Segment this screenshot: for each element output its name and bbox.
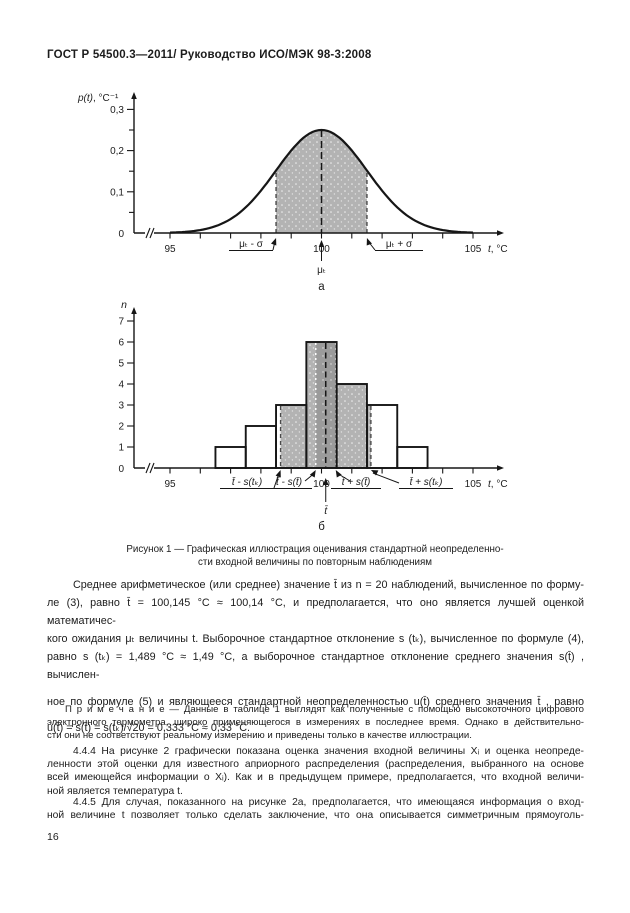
- figure-caption: Рисунок 1 — Графическая иллюстрация оцен…: [95, 543, 535, 569]
- svg-text:μₜ - σ: μₜ - σ: [239, 239, 264, 250]
- svg-text:t, °С: t, °С: [488, 244, 508, 255]
- svg-text:100: 100: [313, 479, 330, 490]
- paragraph-4-4-4: 4.4.4 На рисунке 2 графически показана о…: [47, 745, 584, 798]
- shaded-light-area: [336, 384, 367, 468]
- paragraph-note: П р и м е ч а н и е — Данные в таблице 1…: [47, 703, 584, 742]
- text-line: сти входной величины по повторным наблюд…: [197, 557, 433, 568]
- svg-text:3: 3: [118, 401, 124, 412]
- svg-text:t̄ - s(t̄): t̄ - s(t̄): [276, 476, 302, 488]
- svg-text:t, °С: t, °С: [488, 479, 508, 490]
- gaussian-curve: [169, 128, 474, 234]
- text-line: равно s (tₖ) = 1,489 °С ≈ 1,49 °С, а выб…: [47, 651, 584, 681]
- svg-text:2: 2: [118, 422, 124, 433]
- shaded-light-area: [280, 405, 307, 468]
- text-line: ной величине t позволяет только сделать …: [47, 810, 584, 822]
- shaded-light-area: [366, 405, 371, 468]
- svg-text:t̄ + s(tₖ): t̄ + s(tₖ): [410, 476, 443, 488]
- svg-text:а: а: [318, 281, 325, 293]
- svg-text:t̄ - s(tₖ): t̄ - s(tₖ): [232, 476, 262, 488]
- svg-text:0,1: 0,1: [110, 187, 124, 198]
- svg-text:95: 95: [164, 244, 176, 255]
- page-header-title: ГОСТ Р 54500.3—2011/ Руководство ИСО/МЭК…: [47, 49, 372, 61]
- histogram-bar: [397, 447, 428, 468]
- histogram-bar: [366, 405, 398, 468]
- svg-text:105: 105: [465, 244, 482, 255]
- page-number: 16: [47, 831, 59, 843]
- histogram-chart: 1 2 3 4 5 6 7 95 100 105 0 n t, °С t̄ - s(tₖ) t̄ - s(t…: [118, 299, 507, 533]
- text-line: Рисунок 1 — Графическая иллюстрация оцен…: [126, 544, 504, 555]
- svg-text:7: 7: [118, 317, 124, 328]
- svg-text:5: 5: [118, 359, 124, 370]
- text-line: 4.4.4 На рисунке 2 графически показана о…: [73, 746, 584, 757]
- svg-text:4: 4: [118, 380, 124, 391]
- text-line: u(t̄) = s(t̄) = s(tₖ)/√20 = 0,333 °С ≈ 0…: [47, 722, 251, 734]
- histogram-bar: [215, 447, 246, 468]
- text-line: ной является температура t.: [47, 785, 183, 797]
- svg-text:95: 95: [164, 479, 176, 490]
- svg-text:6: 6: [118, 338, 124, 349]
- paragraph-4-4-5: 4.4.5 Для случая, показанного на рисунке…: [47, 796, 584, 822]
- svg-text:б: б: [318, 521, 325, 533]
- text-line: ное по формуле (5) и являющееся стандарт…: [47, 696, 584, 708]
- svg-text:μₜ + σ: μₜ + σ: [386, 239, 413, 250]
- svg-text:105: 105: [465, 479, 482, 490]
- text-line: 4.4.5 Для случая, показанного на рисунке…: [73, 797, 584, 808]
- text-line: всей имеющейся информации о Хᵢ). Как и в…: [47, 772, 584, 784]
- sigma-shaded-area: [276, 130, 367, 233]
- text-line: Среднее арифметическое (или среднее) зна…: [73, 579, 584, 591]
- text-line: ленности этой оценки для известного апри…: [47, 759, 584, 771]
- text-line: электронного термометра, широко применяю…: [47, 717, 584, 728]
- svg-text:0: 0: [118, 464, 124, 475]
- svg-text:t̄: t̄: [324, 505, 328, 517]
- svg-text:0,2: 0,2: [110, 146, 124, 157]
- svg-text:μₜ: μₜ: [317, 265, 326, 276]
- svg-text:0,3: 0,3: [110, 105, 124, 116]
- svg-text:1: 1: [118, 443, 124, 454]
- text-line: сти они не соответствуют реальному измер…: [47, 730, 472, 741]
- text-line: кого ожидания μₜ величины t. Выборочное …: [47, 633, 584, 645]
- histogram-bar: [245, 426, 277, 468]
- text-line: П р и м е ч а н и е — Данные в таблице 1…: [65, 704, 584, 715]
- svg-text:t̄ + s(t̄): t̄ + s(t̄): [342, 476, 371, 488]
- text-line: ле (3), равно t̄ = 100,145 °С ≈ 100,14 °…: [47, 597, 584, 627]
- paragraph-mean-calculation: Среднее арифметическое (или среднее) зна…: [47, 576, 584, 737]
- svg-text:n: n: [121, 299, 127, 311]
- svg-text:0: 0: [118, 229, 124, 240]
- svg-text:p(t), °С⁻¹: p(t), °С⁻¹: [77, 93, 119, 104]
